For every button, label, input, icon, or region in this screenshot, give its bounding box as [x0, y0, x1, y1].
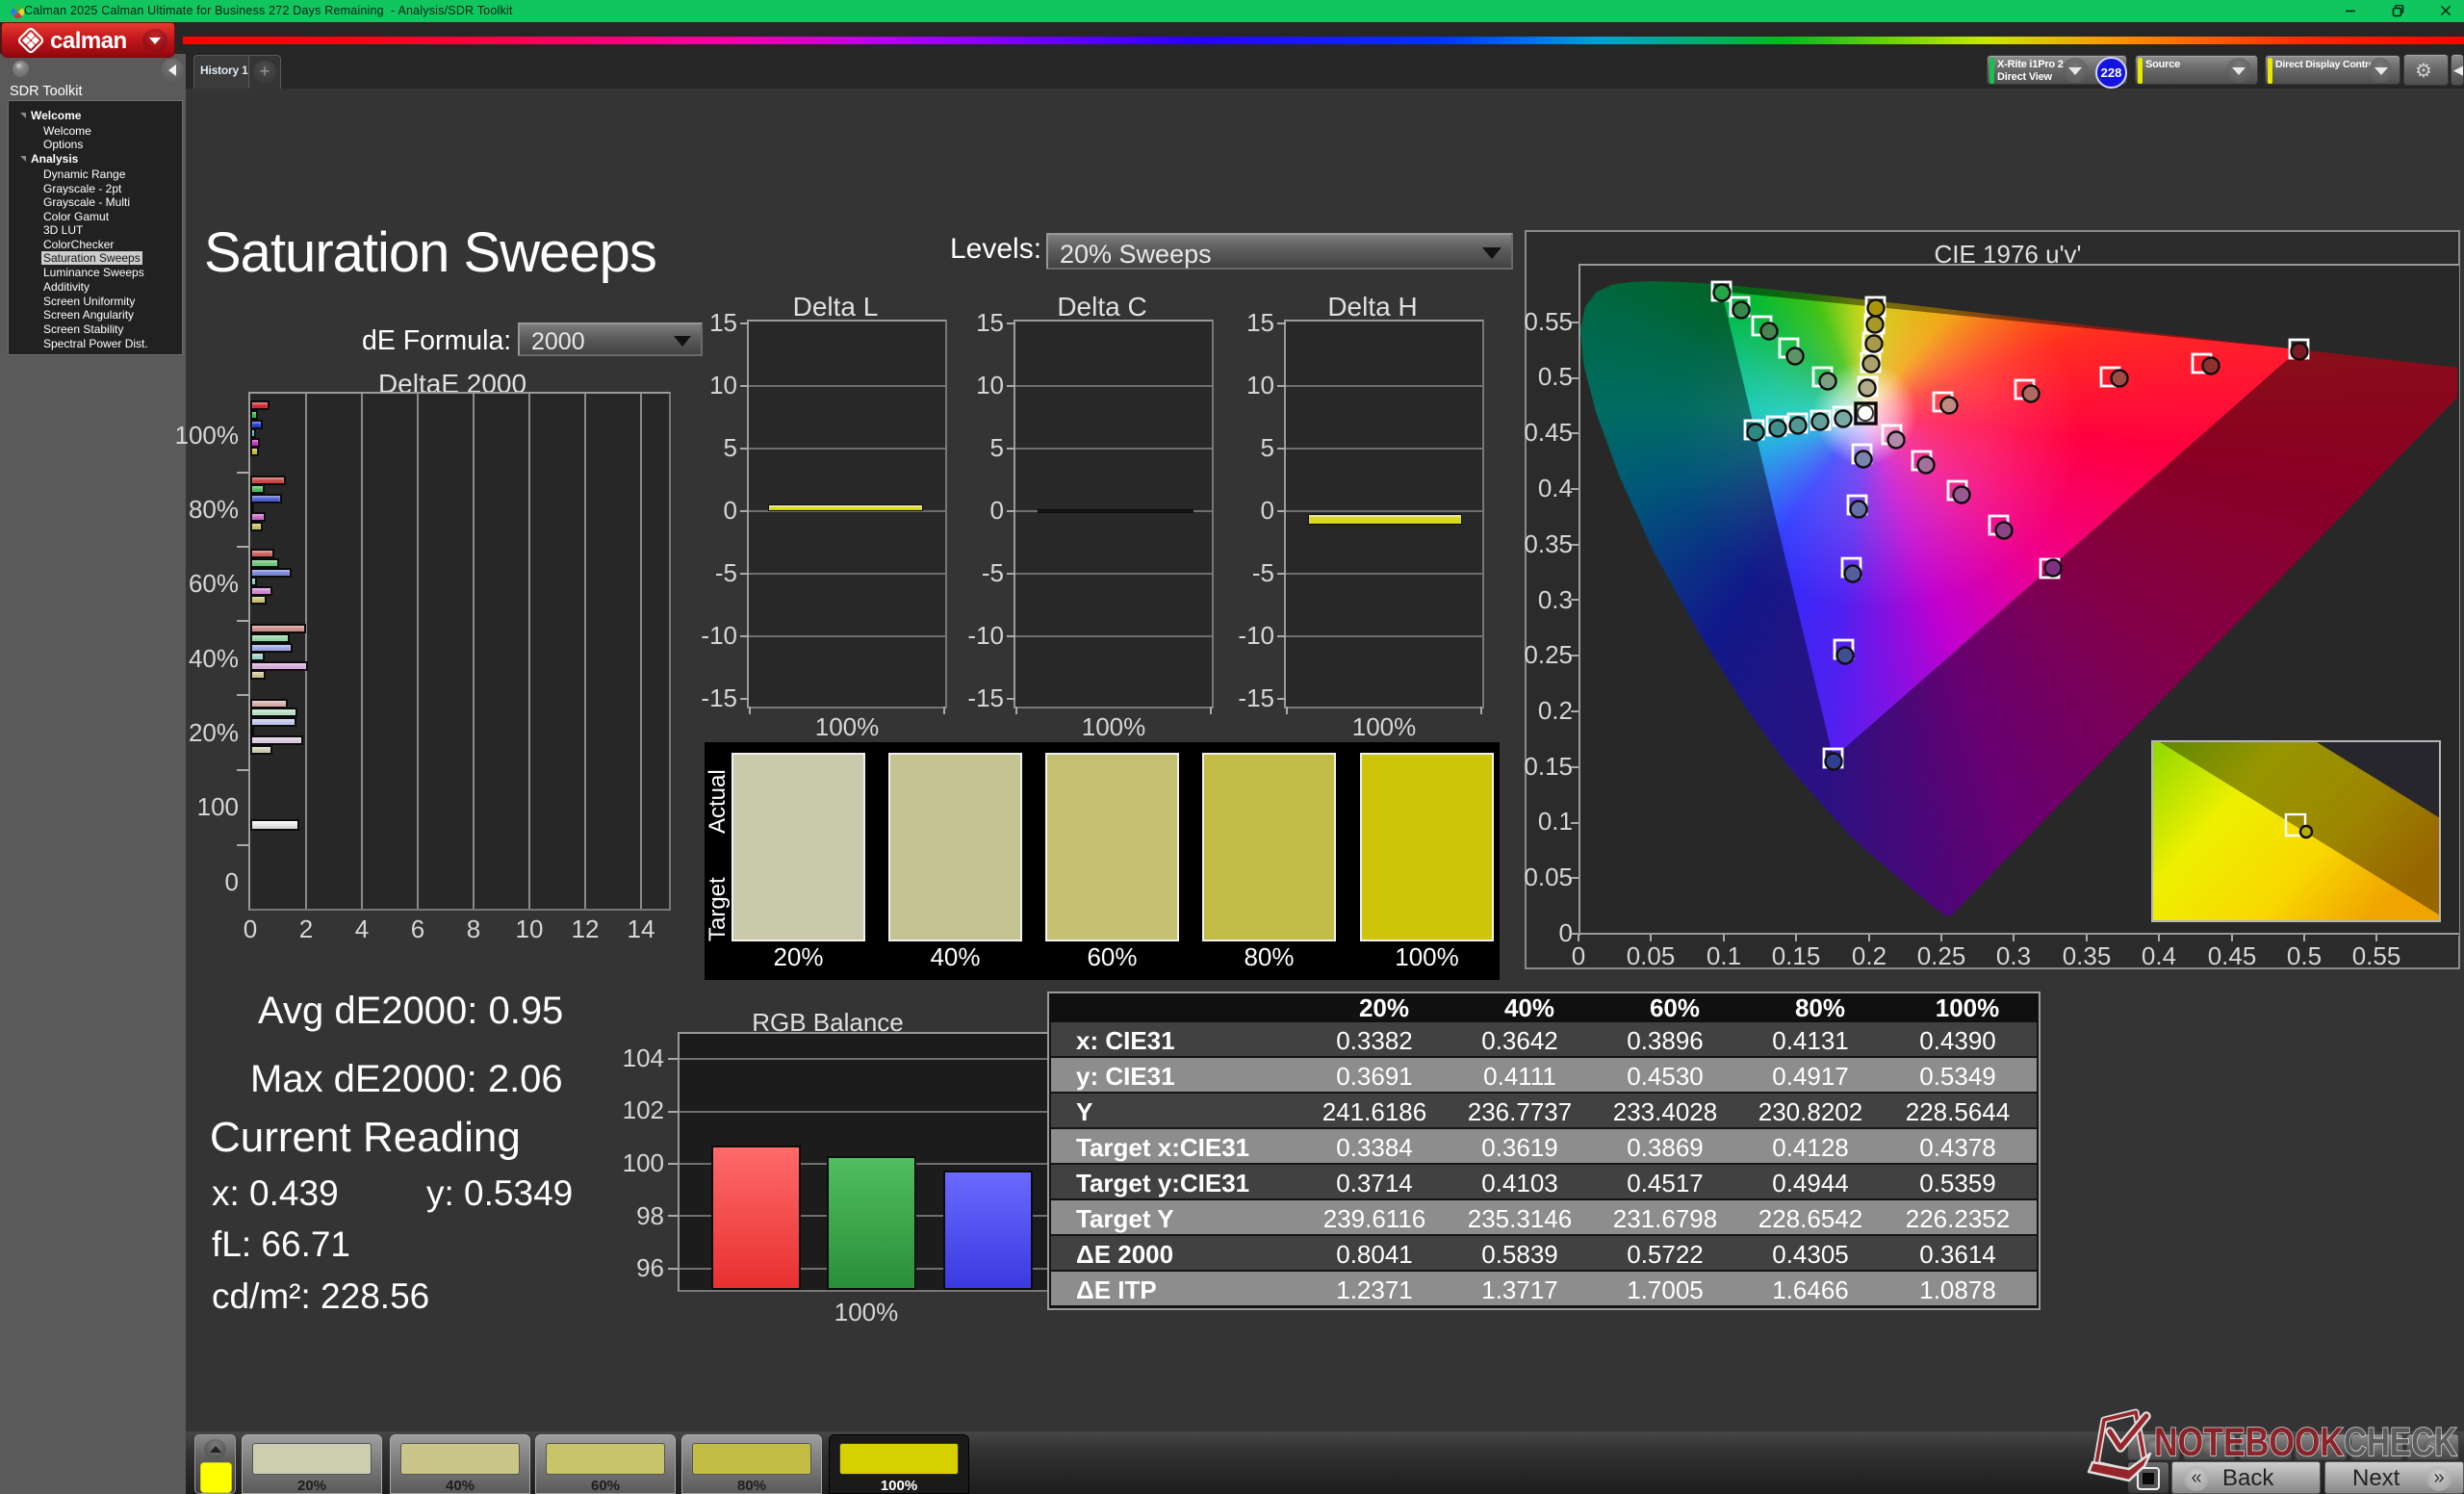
svg-text:CHECK: CHECK	[2344, 1419, 2457, 1464]
svg-text:NOTEBOOK: NOTEBOOK	[2154, 1419, 2344, 1464]
